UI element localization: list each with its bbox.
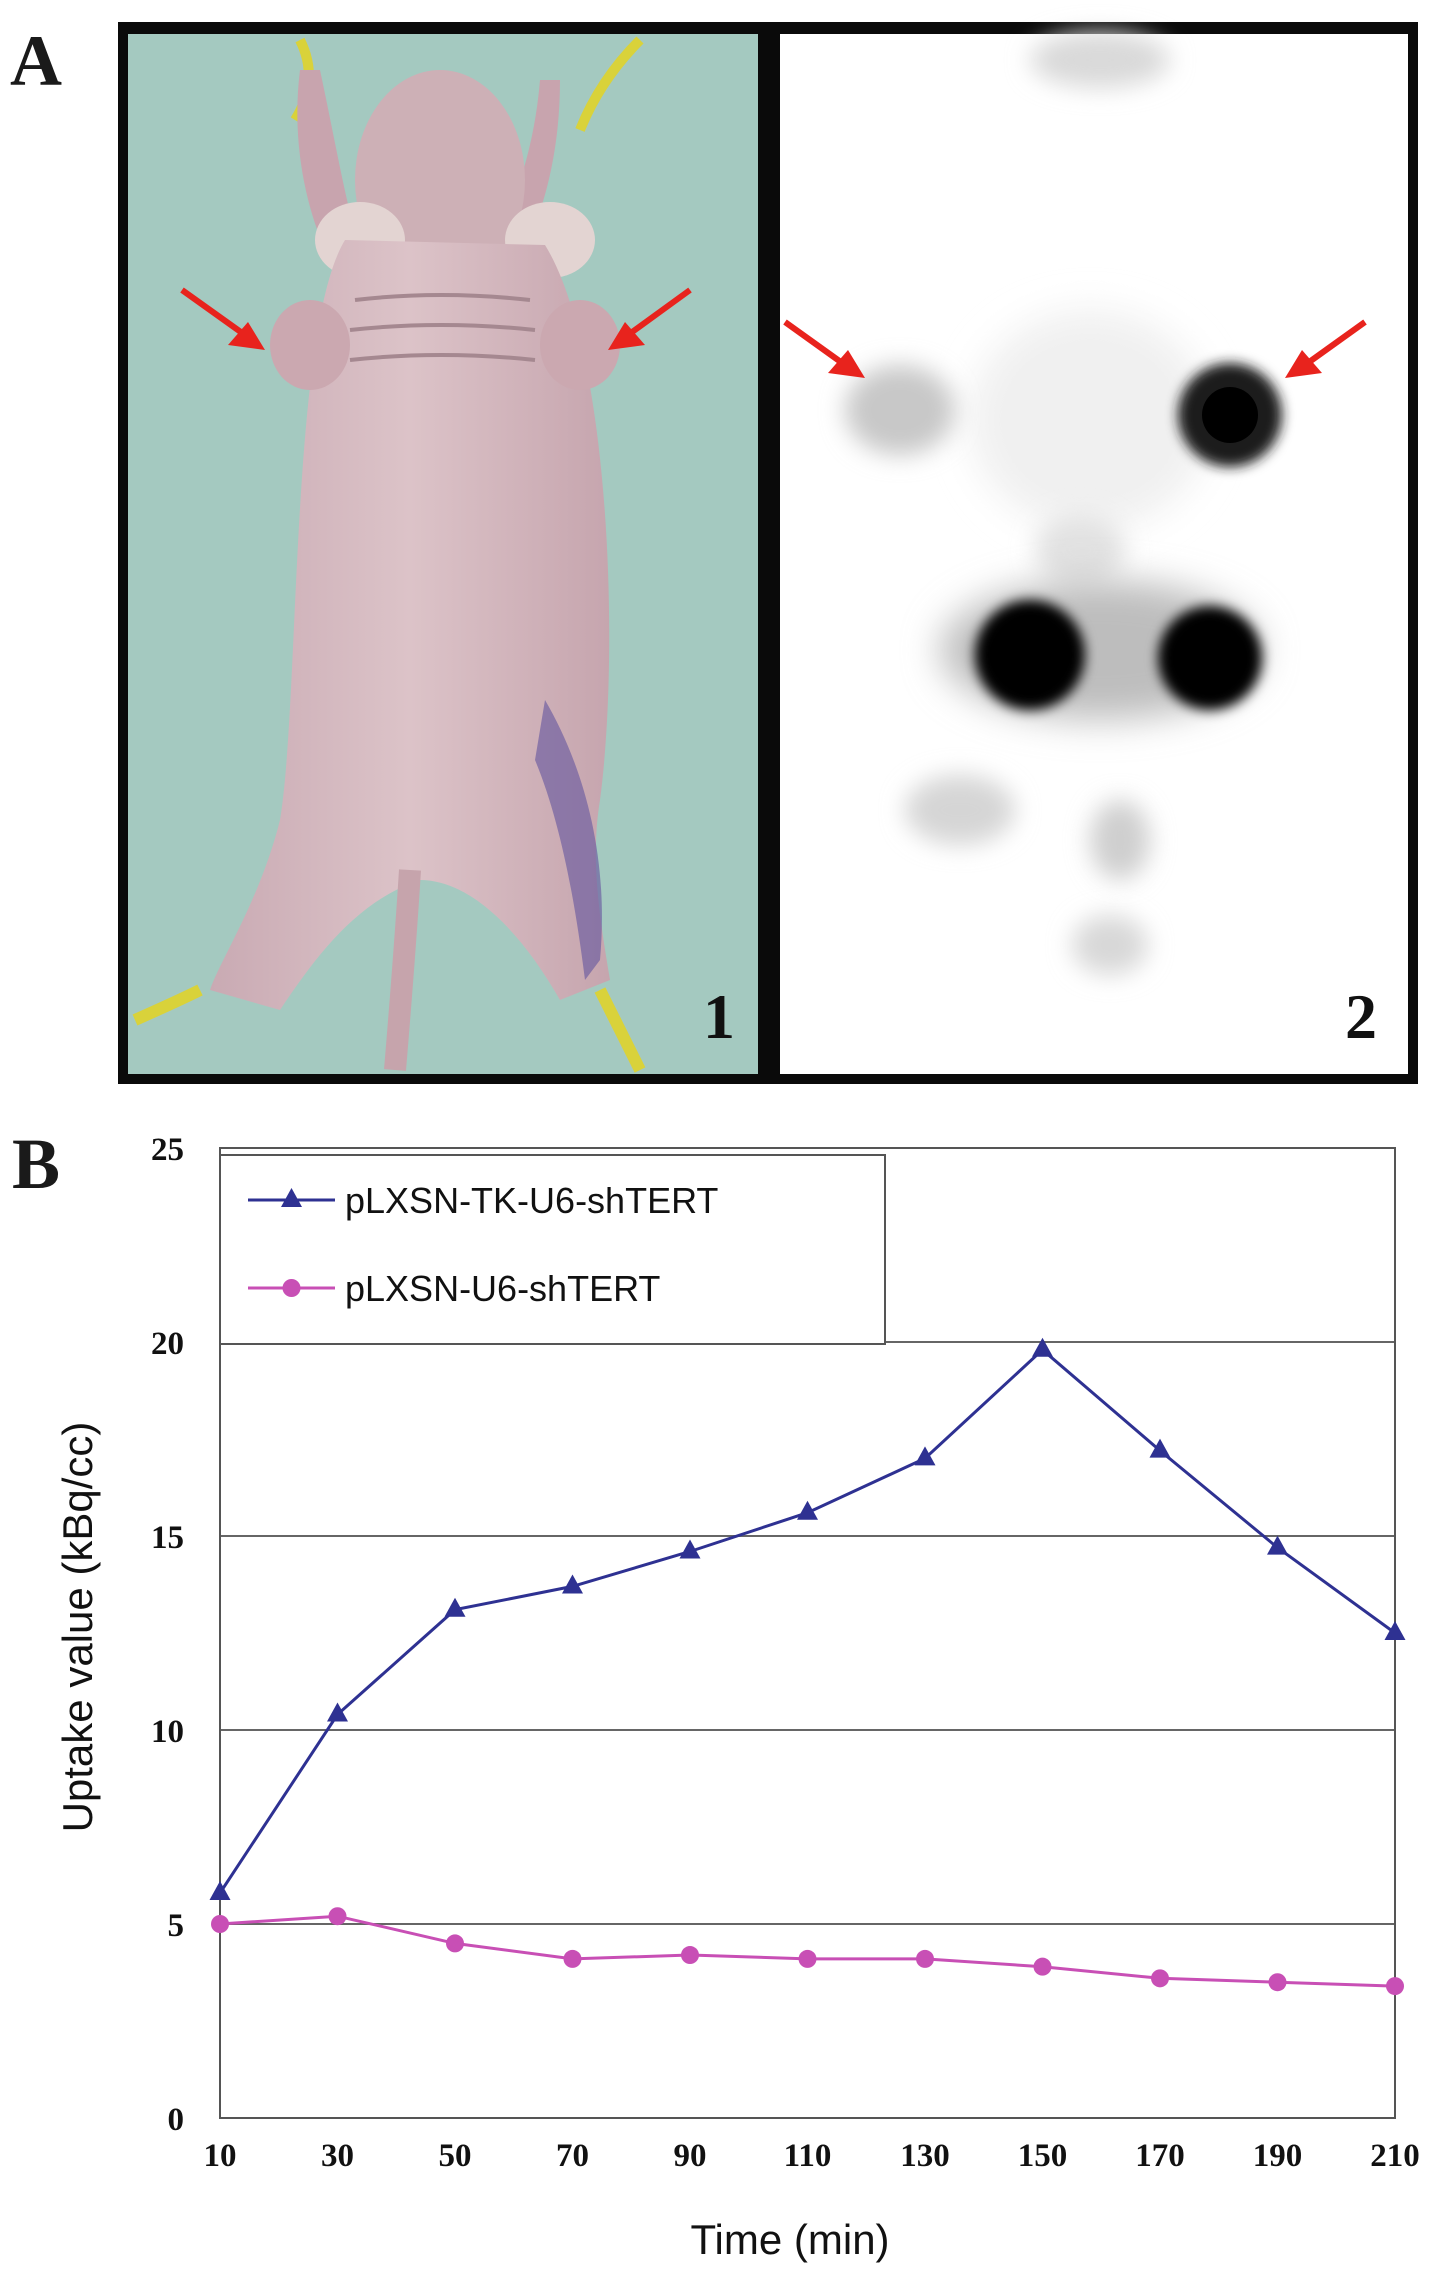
x-tick-30: 30 <box>321 2138 354 2174</box>
legend-marker-u6 <box>282 1279 301 1297</box>
series-1-point-90 <box>679 1539 701 1559</box>
x-tick-110: 110 <box>784 2138 832 2174</box>
series-2-point-30 <box>328 1907 347 1926</box>
x-tick-50: 50 <box>439 2138 472 2174</box>
series-1-line <box>218 1347 1396 1894</box>
series-1-point-210 <box>1384 1621 1406 1640</box>
series-1-point-10 <box>209 1880 231 1900</box>
series-2-point-190 <box>1268 1973 1287 1992</box>
series-1-point-50 <box>444 1597 466 1617</box>
series-2-point-170 <box>1151 1969 1169 1988</box>
legend-marker-tk <box>281 1188 302 1207</box>
x-tick-70: 70 <box>556 2138 589 2174</box>
series-2-point-50 <box>446 1934 464 1953</box>
panel-a-label: A <box>10 21 62 101</box>
series-2-point-150 <box>1033 1957 1052 1976</box>
photo-arrow-left <box>180 287 265 350</box>
photo-number: 1 <box>703 981 735 1052</box>
x-tick-90: 90 <box>674 2138 707 2174</box>
x-tick-170: 170 <box>1135 2138 1185 2174</box>
y-tick-15: 15 <box>151 1520 184 1556</box>
series-1-point-30 <box>327 1702 348 1722</box>
scan-arrow-left <box>783 319 865 378</box>
series-1-point-110 <box>797 1500 818 1520</box>
series-2-point-70 <box>563 1949 582 1968</box>
series-2-point-110 <box>798 1949 817 1968</box>
y-tick-10: 10 <box>151 1714 184 1750</box>
y-tick-0: 0 <box>168 2102 185 2138</box>
series-1-point-170 <box>1149 1438 1171 1458</box>
series-2-point-210 <box>1386 1977 1404 1996</box>
series-1-point-190 <box>1267 1535 1288 1555</box>
legend-label-tk: pLXSN-TK-U6-shTERT <box>345 1180 718 1221</box>
series-1-point-70 <box>562 1574 583 1594</box>
legend-label-u6: pLXSN-U6-shTERT <box>345 1268 660 1309</box>
y-tick-labels: 0 5 10 15 20 25 <box>151 1132 184 2138</box>
series-2 <box>211 1907 1404 1996</box>
y-tick-25: 25 <box>151 1132 184 1168</box>
panel-b-label: B <box>12 1124 60 1204</box>
series <box>209 1337 1406 1996</box>
x-tick-150: 150 <box>1018 2138 1068 2174</box>
x-axis-title: Time (min) <box>690 2216 889 2263</box>
series-2-point-10 <box>211 1915 229 1933</box>
x-tick-210: 210 <box>1370 2138 1420 2174</box>
x-tick-labels: 10 30 50 70 90 110 130 150 170 190 210 <box>204 2138 1420 2174</box>
series-2-point-90 <box>681 1946 699 1965</box>
grid <box>220 1341 1395 1925</box>
legend: pLXSN-TK-U6-shTERT pLXSN-U6-shTERT <box>219 1154 886 1345</box>
y-axis-title: Uptake value (kBq/cc) <box>54 1422 101 1833</box>
series-2-point-130 <box>916 1949 934 1968</box>
x-tick-10: 10 <box>204 2138 237 2174</box>
photo-arrow-right <box>608 287 692 350</box>
scan-arrow-right <box>1285 319 1367 378</box>
series-1-point-150 <box>1032 1337 1053 1357</box>
y-tick-5: 5 <box>168 1908 185 1944</box>
series-1 <box>209 1337 1406 1900</box>
x-tick-190: 190 <box>1253 2138 1303 2174</box>
series-1-point-130 <box>914 1446 936 1466</box>
scan-image <box>780 32 1408 1074</box>
scan-number: 2 <box>1345 981 1377 1052</box>
legend-box <box>219 1154 886 1345</box>
x-tick-130: 130 <box>900 2138 950 2174</box>
y-tick-20: 20 <box>151 1326 184 1362</box>
mouse-photo <box>128 34 758 1074</box>
